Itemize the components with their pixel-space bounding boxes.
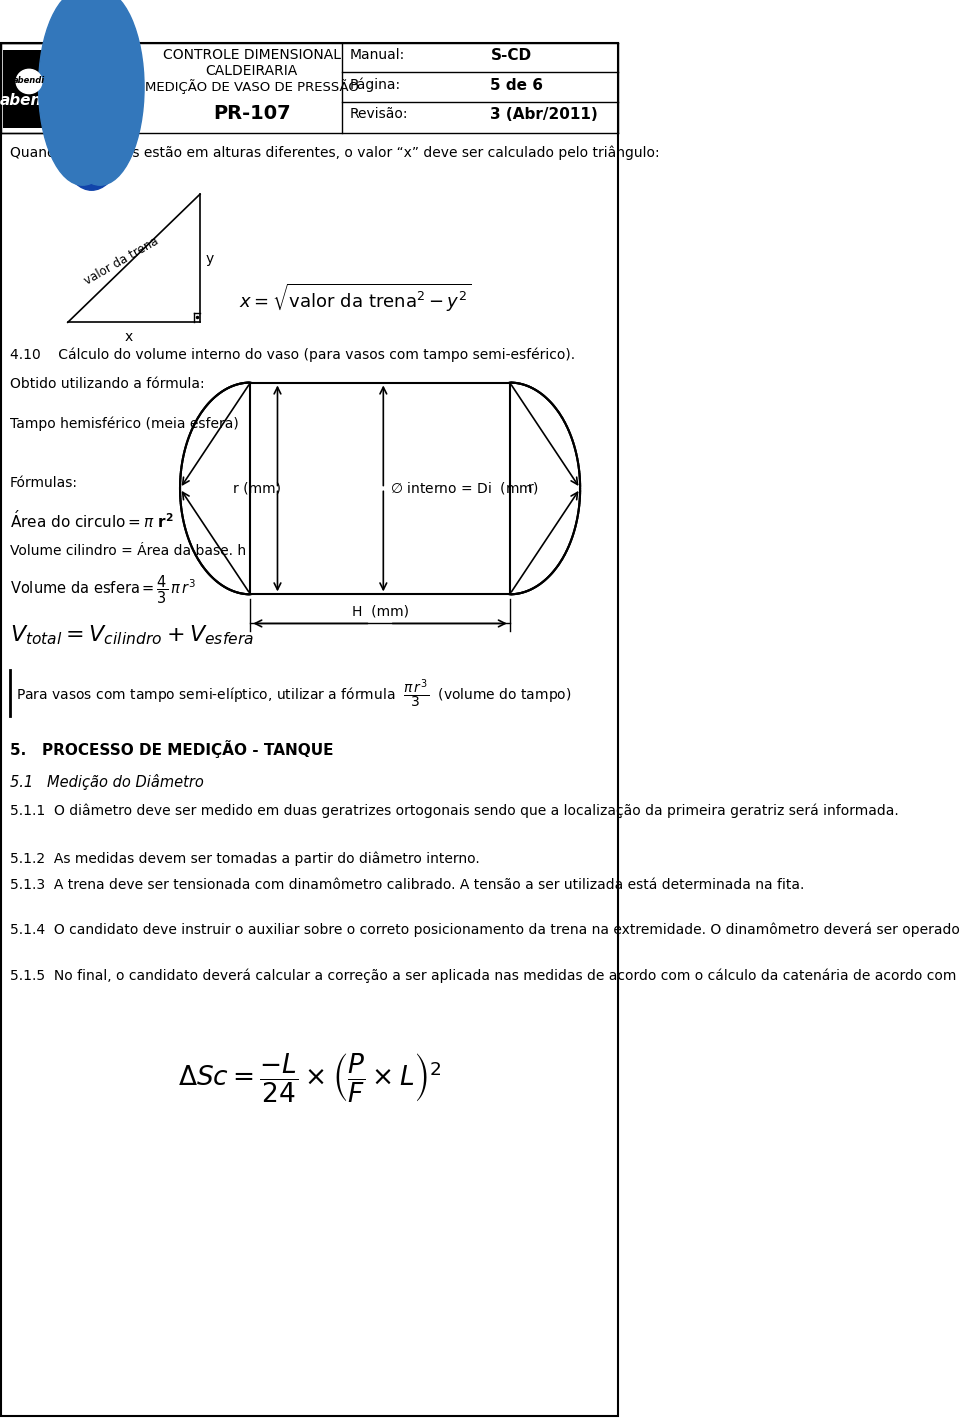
Text: Página:: Página:: [349, 78, 401, 92]
Text: H  (mm): H (mm): [351, 604, 409, 618]
Text: 5.1.4  O candidato deve instruir o auxiliar sobre o correto posicionamento da tr: 5.1.4 O candidato deve instruir o auxili…: [10, 923, 960, 937]
Text: 5 de 6: 5 de 6: [491, 78, 543, 92]
Text: $x = \sqrt{\mathrm{valor\ da\ trena}^2 - y^2}$: $x = \sqrt{\mathrm{valor\ da\ trena}^2 -…: [239, 282, 471, 313]
Text: $V_{\mathit{total}} = V_{\mathit{cilindro}} + V_{\mathit{esfera}}$: $V_{\mathit{total}} = V_{\mathit{cilindr…: [10, 624, 253, 647]
Text: Tampo hemisférico (meia esfera): Tampo hemisférico (meia esfera): [10, 417, 238, 431]
Text: 4.10    Cálculo do volume interno do vaso (para vasos com tampo semi-esférico).: 4.10 Cálculo do volume interno do vaso (…: [10, 347, 575, 362]
Text: Fórmulas:: Fórmulas:: [10, 476, 78, 489]
Text: Revisão:: Revisão:: [349, 106, 408, 121]
Circle shape: [56, 0, 144, 186]
Text: CALDEIRARIA: CALDEIRARIA: [205, 64, 298, 78]
Text: valor da trena: valor da trena: [82, 235, 160, 288]
Text: abendi: abendi: [0, 94, 59, 108]
Circle shape: [38, 0, 127, 186]
Circle shape: [40, 0, 127, 183]
FancyBboxPatch shape: [3, 51, 55, 128]
Text: 5.1   Medição do Diâmetro: 5.1 Medição do Diâmetro: [10, 774, 204, 790]
Text: $\Delta Sc = \dfrac{-L}{24} \times \left(\dfrac{P}{F} \times L\right)^{2}$: $\Delta Sc = \dfrac{-L}{24} \times \left…: [178, 1051, 442, 1103]
Text: Para vasos com tampo semi-elíptico, utilizar a fórmula  $\dfrac{\pi\, r^{3}}{3}$: Para vasos com tampo semi-elíptico, util…: [16, 676, 571, 710]
Text: CONTROLE DIMENSIONAL: CONTROLE DIMENSIONAL: [162, 48, 341, 62]
Ellipse shape: [16, 69, 42, 94]
Text: 3 (Abr/2011): 3 (Abr/2011): [491, 106, 598, 122]
Text: r (mm): r (mm): [233, 482, 281, 495]
Text: y: y: [205, 252, 213, 267]
Text: 5.1.2  As medidas devem ser tomadas a partir do diâmetro interno.: 5.1.2 As medidas devem ser tomadas a par…: [10, 852, 479, 866]
Circle shape: [48, 0, 135, 190]
Text: 5.1.1  O diâmetro deve ser medido em duas geratrizes ortogonais sendo que a loca: 5.1.1 O diâmetro deve ser medido em duas…: [10, 803, 899, 818]
Text: 5.1.3  A trena deve ser tensionada com dinamômetro calibrado. A tensão a ser uti: 5.1.3 A trena deve ser tensionada com di…: [10, 878, 804, 892]
Text: S-CD: S-CD: [491, 48, 532, 64]
Text: $\mathrm{Volume\ da\ esfera} = \dfrac{4}{3}\,\pi\, r^{3}$: $\mathrm{Volume\ da\ esfera} = \dfrac{4}…: [10, 573, 196, 605]
Text: Manual:: Manual:: [349, 48, 405, 62]
Text: MEDIÇÃO DE VASO DE PRESSÃO: MEDIÇÃO DE VASO DE PRESSÃO: [145, 79, 359, 95]
Text: 5.1.5  No final, o candidato deverá calcular a correção a ser aplicada nas medid: 5.1.5 No final, o candidato deverá calcu…: [10, 968, 960, 983]
Text: abendi: abendi: [13, 77, 45, 85]
Text: Obtido utilizando a fórmula:: Obtido utilizando a fórmula:: [10, 377, 204, 391]
Circle shape: [57, 0, 143, 183]
Text: 5.   PROCESSO DE MEDIÇÃO - TANQUE: 5. PROCESSO DE MEDIÇÃO - TANQUE: [10, 740, 333, 759]
Text: r: r: [528, 482, 534, 495]
Text: Quando os flanges estão em alturas diferentes, o valor “x” deve ser calculado pe: Quando os flanges estão em alturas difer…: [10, 146, 660, 160]
Text: Volume cilindro = Área da base. h: Volume cilindro = Área da base. h: [10, 545, 246, 557]
Text: $\mathrm{\acute{A}rea\ do\ circulo} = \pi\ \mathbf{r}^{\mathbf{2}}$: $\mathrm{\acute{A}rea\ do\ circulo} = \p…: [10, 509, 174, 530]
Text: x: x: [125, 330, 133, 345]
Text: PR-107: PR-107: [213, 104, 291, 123]
Text: $\varnothing$ interno = Di  (mm): $\varnothing$ interno = Di (mm): [390, 481, 539, 496]
